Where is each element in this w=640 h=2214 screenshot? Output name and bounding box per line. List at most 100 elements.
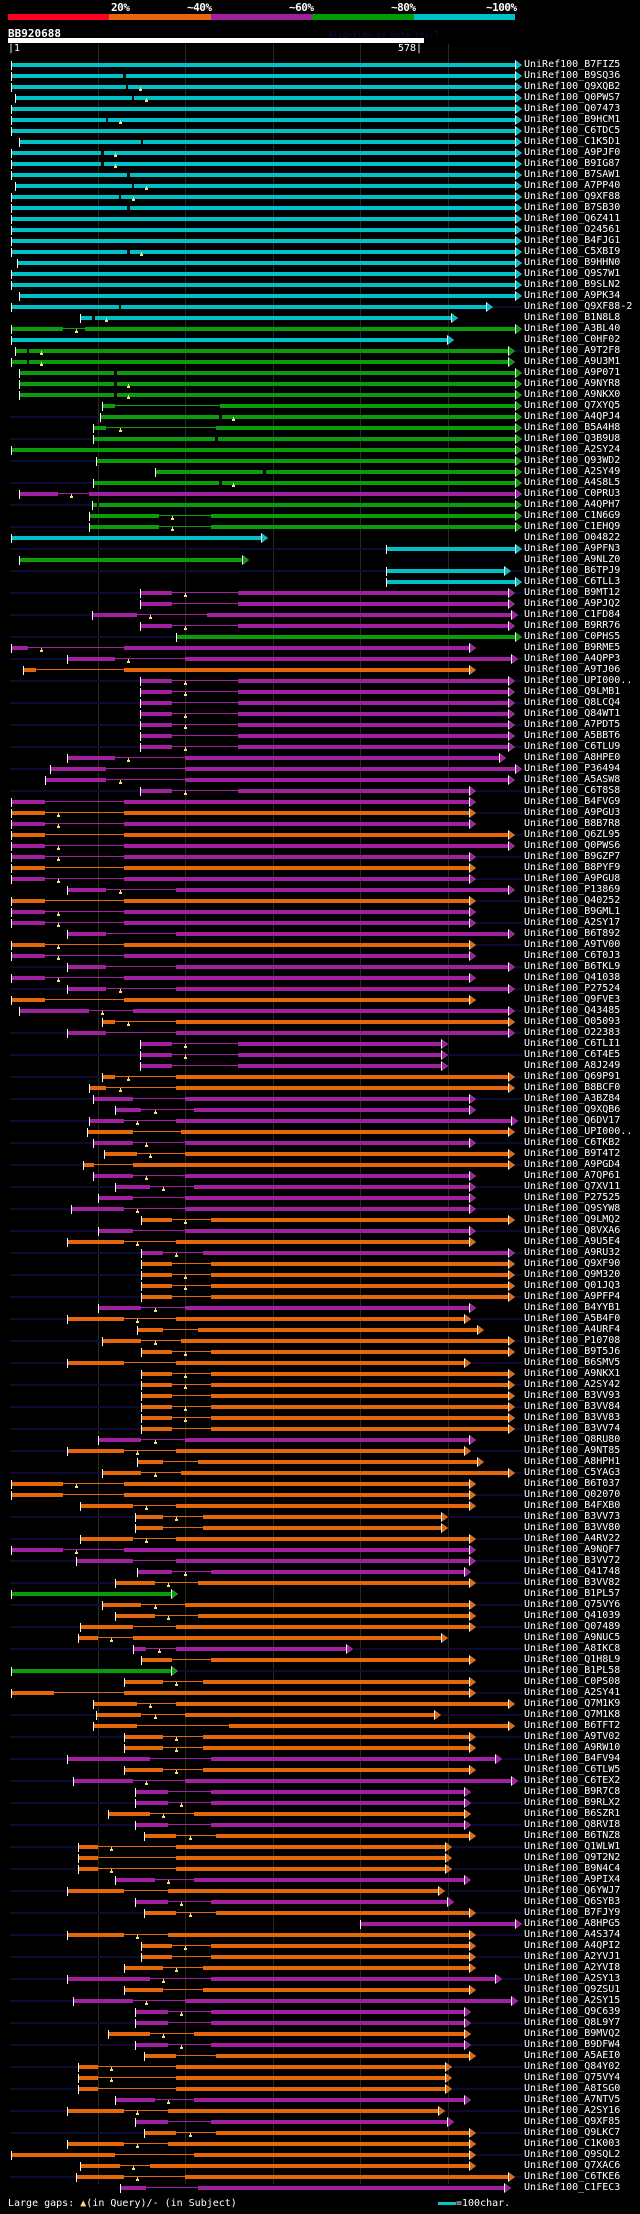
hit-row[interactable]: UniRef100_Q41038 xyxy=(0,972,640,984)
hit-row[interactable]: UniRef100_B6T037 xyxy=(0,1478,640,1490)
hit-row[interactable]: UniRef100_Q07489 xyxy=(0,1621,640,1633)
hit-row[interactable]: UniRef100_C6TLW5 xyxy=(0,1764,640,1776)
hit-label[interactable]: UniRef100_A9U5E4 xyxy=(524,1236,621,1247)
hit-label[interactable]: UniRef100_A2SY41 xyxy=(524,1687,621,1698)
hit-row[interactable]: UniRef100_C6T4E5 xyxy=(0,1049,640,1061)
hit-row[interactable]: UniRef100_A9PJQ2 xyxy=(0,598,640,610)
hit-row[interactable]: UniRef100_A9PGU3 xyxy=(0,807,640,819)
hit-row[interactable]: UniRef100_A7PDT5 xyxy=(0,719,640,731)
hit-label[interactable]: UniRef100_Q7XAC6 xyxy=(524,2160,621,2171)
hit-row[interactable]: UniRef100_A4S8L5 xyxy=(0,477,640,489)
hit-label[interactable]: UniRef100_A9PJQ2 xyxy=(524,598,621,609)
hit-label[interactable]: UniRef100_Q8RVI8 xyxy=(524,1819,621,1830)
hit-label[interactable]: UniRef100_C6T8S8 xyxy=(524,785,621,796)
hit-label[interactable]: UniRef100_B4FJG1 xyxy=(524,235,621,246)
hit-row[interactable]: UniRef100_C6T8S8 xyxy=(0,785,640,797)
hit-label[interactable]: UniRef100_B4FV94 xyxy=(524,1753,621,1764)
hit-label[interactable]: UniRef100_B5A4H8 xyxy=(524,422,621,433)
hit-label[interactable]: UniRef100_O22383 xyxy=(524,1027,621,1038)
hit-label[interactable]: UniRef100_A9NKX1 xyxy=(524,1368,621,1379)
hit-label[interactable]: UniRef100_Q6ZL95 xyxy=(524,829,621,840)
hit-row[interactable]: UniRef100_B4FJG1 xyxy=(0,235,640,247)
hit-row[interactable]: UniRef100_B1PL57 xyxy=(0,1588,640,1600)
hit-label[interactable]: UniRef100_B3VV82 xyxy=(524,1577,621,1588)
hit-row[interactable]: UniRef100_Q7XYQ5 xyxy=(0,400,640,412)
hit-label[interactable]: UniRef100_B3VV80 xyxy=(524,1522,621,1533)
hit-label[interactable]: UniRef100_C6TLL3 xyxy=(524,576,621,587)
hit-row[interactable]: UniRef100_C1K003 xyxy=(0,2138,640,2150)
hit-row[interactable]: UniRef100_A9TJ06 xyxy=(0,664,640,676)
hit-label[interactable]: UniRef100_C1EHQ9 xyxy=(524,521,621,532)
hit-row[interactable]: UniRef100_C6TDC5 xyxy=(0,125,640,137)
hit-row[interactable]: UniRef100_Q9LMB1 xyxy=(0,686,640,698)
hit-row[interactable]: UniRef100_C6TKB2 xyxy=(0,1137,640,1149)
hit-label[interactable]: UniRef100_B7SB30 xyxy=(524,202,621,213)
hit-label[interactable]: UniRef100_A4URF4 xyxy=(524,1324,621,1335)
hit-label[interactable]: UniRef100_A9PGD4 xyxy=(524,1159,621,1170)
hit-label[interactable]: UniRef100_B9MT12 xyxy=(524,587,621,598)
hit-row[interactable]: UniRef100_C0PRU3 xyxy=(0,488,640,500)
hit-row[interactable]: UniRef100_A9NT85 xyxy=(0,1445,640,1457)
hit-label[interactable]: UniRef100_Q9XF85 xyxy=(524,2116,621,2127)
hit-row[interactable]: UniRef100_A8IKC8 xyxy=(0,1643,640,1655)
hit-row[interactable]: UniRef100_O04822 xyxy=(0,532,640,544)
hit-row[interactable]: UniRef100_A4QPP3 xyxy=(0,653,640,665)
hit-row[interactable]: UniRef100_A2SY24 xyxy=(0,444,640,456)
hit-row[interactable]: UniRef100_A9NKX1 xyxy=(0,1368,640,1380)
hit-row[interactable]: UniRef100_A4URF4 xyxy=(0,1324,640,1336)
hit-row[interactable]: UniRef100_Q1H8L9 xyxy=(0,1654,640,1666)
hit-label[interactable]: UniRef100_C5XBI9 xyxy=(524,246,621,257)
hit-row[interactable]: UniRef100_C5YAG3 xyxy=(0,1467,640,1479)
hit-row[interactable]: UniRef100_A9NYR8 xyxy=(0,378,640,390)
hit-label[interactable]: UniRef100_B6TKL9 xyxy=(524,961,621,972)
hit-row[interactable]: UniRef100_A7QP61 xyxy=(0,1170,640,1182)
hit-label[interactable]: UniRef100_C6T4E5 xyxy=(524,1049,621,1060)
hit-label[interactable]: UniRef100_P27525 xyxy=(524,1192,621,1203)
hit-label[interactable]: UniRef100_B6T892 xyxy=(524,928,621,939)
hit-label[interactable]: UniRef100_A8J249 xyxy=(524,1060,621,1071)
hit-label[interactable]: UniRef100_A9TJ06 xyxy=(524,664,621,675)
hit-label[interactable]: UniRef100_A4QPJ4 xyxy=(524,411,621,422)
hit-row[interactable]: UniRef100_B9SQ36 xyxy=(0,70,640,82)
hit-label[interactable]: UniRef100_C0PHS5 xyxy=(524,631,621,642)
hit-label[interactable]: UniRef100_Q1H8L9 xyxy=(524,1654,621,1665)
hit-row[interactable]: UniRef100_C1FD84 xyxy=(0,609,640,621)
hit-label[interactable]: UniRef100_Q75VY4 xyxy=(524,2072,621,2083)
hit-row[interactable]: UniRef100_C1FEC3 xyxy=(0,2182,640,2194)
hit-label[interactable]: UniRef100_B1PL57 xyxy=(524,1588,621,1599)
hit-row[interactable]: UniRef100_Q69P91 xyxy=(0,1071,640,1083)
hit-label[interactable]: UniRef100_Q9M320 xyxy=(524,1269,621,1280)
hit-label[interactable]: UniRef100_A5AEI0 xyxy=(524,2050,621,2061)
hit-label[interactable]: UniRef100_Q8L9Y7 xyxy=(524,2017,621,2028)
hit-row[interactable]: UniRef100_P27525 xyxy=(0,1192,640,1204)
hit-row[interactable]: UniRef100_A9NUC5 xyxy=(0,1632,640,1644)
hit-label[interactable]: UniRef100_B6TFT2 xyxy=(524,1720,621,1731)
hit-row[interactable]: UniRef100_B3VV80 xyxy=(0,1522,640,1534)
hit-row[interactable]: UniRef100_A2YVI8 xyxy=(0,1962,640,1974)
hit-label[interactable]: UniRef100_B3VV93 xyxy=(524,1390,621,1401)
hit-label[interactable]: UniRef100_B8B7R8 xyxy=(524,818,621,829)
hit-row[interactable]: UniRef100_B9T4T2 xyxy=(0,1148,640,1160)
hit-label[interactable]: UniRef100_B9T4T2 xyxy=(524,1148,621,1159)
hit-label[interactable]: UniRef100_Q01JQ3 xyxy=(524,1280,621,1291)
hit-label[interactable]: UniRef100_A9TV00 xyxy=(524,939,621,950)
hit-label[interactable]: UniRef100_A8ISG0 xyxy=(524,2083,621,2094)
hit-label[interactable]: UniRef100_O24561 xyxy=(524,224,621,235)
hit-label[interactable]: UniRef100_B4FVG9 xyxy=(524,796,621,807)
hit-row[interactable]: UniRef100_A9NLZ0 xyxy=(0,554,640,566)
hit-label[interactable]: UniRef100_A2SY24 xyxy=(524,444,621,455)
hit-row[interactable]: UniRef100_B9GZP7 xyxy=(0,851,640,863)
hit-label[interactable]: UniRef100_UPI000.. xyxy=(524,675,633,686)
hit-row[interactable]: UniRef100_B5A4H8 xyxy=(0,422,640,434)
hit-label[interactable]: UniRef100_Q9LKC7 xyxy=(524,2127,621,2138)
hit-label[interactable]: UniRef100_B1PL58 xyxy=(524,1665,621,1676)
hit-row[interactable]: UniRef100_A5B4F0 xyxy=(0,1313,640,1325)
hit-row[interactable]: UniRef100_A7NTV5 xyxy=(0,2094,640,2106)
hit-row[interactable]: UniRef100_B3VV82 xyxy=(0,1577,640,1589)
hit-label[interactable]: UniRef100_Q41039 xyxy=(524,1610,621,1621)
hit-row[interactable]: UniRef100_B6TPJ9 xyxy=(0,565,640,577)
hit-row[interactable]: UniRef100_A9T2F8 xyxy=(0,345,640,357)
hit-row[interactable]: UniRef100_Q84Y02 xyxy=(0,2061,640,2073)
hit-row[interactable]: UniRef100_A9PK34 xyxy=(0,290,640,302)
hit-row[interactable]: UniRef100_A9RW10 xyxy=(0,1742,640,1754)
